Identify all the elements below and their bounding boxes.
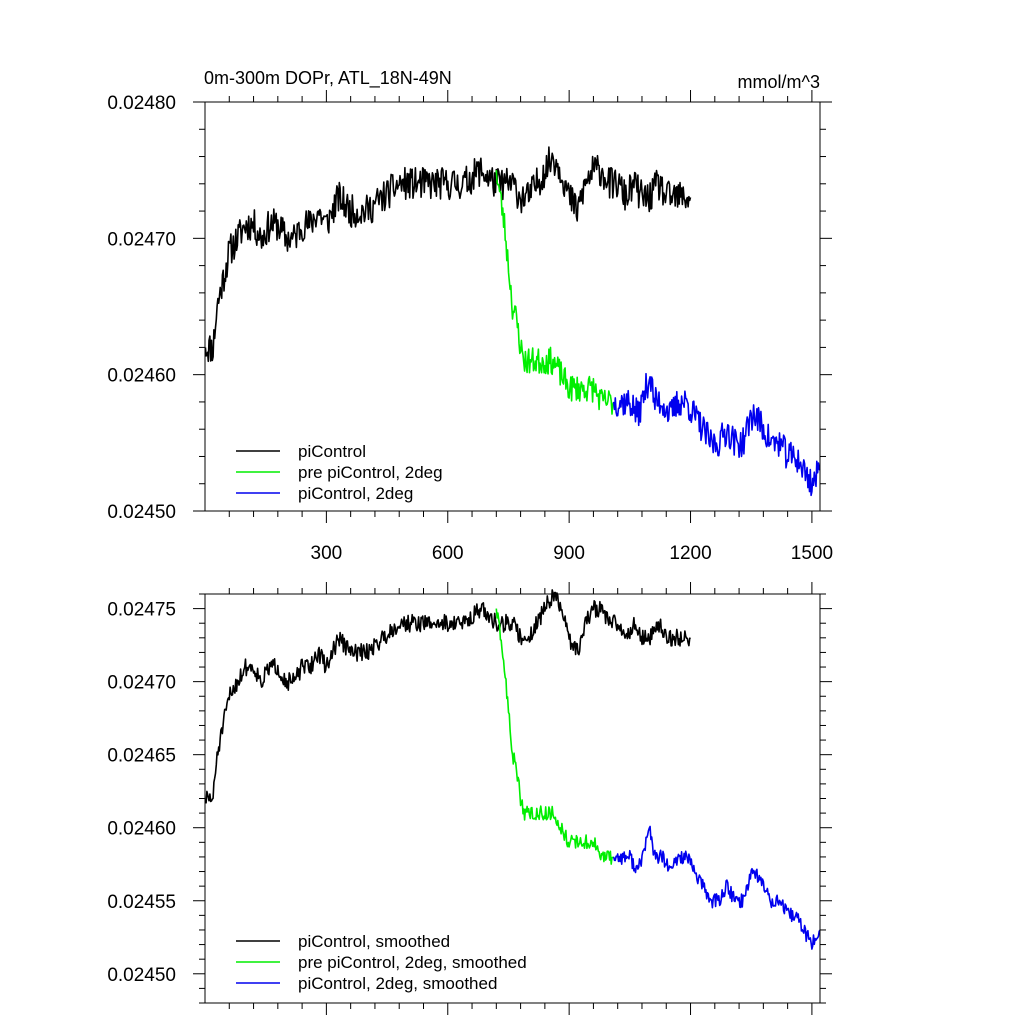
legend-label: piControl, 2deg	[298, 484, 413, 503]
y-tick-label: 0.02470	[107, 673, 176, 694]
legend-label: piControl	[298, 442, 366, 461]
y-tick-label: 0.02455	[107, 892, 176, 913]
units-label: mmol/m^3	[738, 72, 820, 92]
series-line-2	[612, 825, 821, 950]
y-tick-label: 0.02470	[107, 229, 176, 250]
y-tick-label: 0.02460	[107, 819, 176, 840]
legend-label: piControl, 2deg, smoothed	[298, 974, 497, 993]
x-tick-label: 300	[311, 543, 343, 564]
bottom-panel: 0.02450 0.02455 0.02460 0.02465 0.02470 0.024…	[107, 582, 832, 1015]
y-tick-label: 0.02460	[107, 366, 176, 387]
x-tick-label: 1500	[791, 543, 833, 564]
x-tick-label: 900	[553, 543, 585, 564]
plot-frame	[204, 101, 821, 512]
chart-title: 0m-300m DOPr, ATL_18N-49N	[204, 68, 452, 89]
y-tick-label: 0.02475	[107, 600, 176, 621]
y-tick-label: 0.02465	[107, 746, 176, 767]
top-panel: 300 600 900 1200 1500 0.02450 0.02460 0.02470 0.…	[107, 90, 833, 564]
series-line-1	[495, 170, 615, 415]
y-tick-label: 0.02450	[107, 502, 176, 523]
y-tick-label: 0.02450	[107, 965, 176, 986]
series-line-1	[495, 608, 615, 865]
series-line-2	[612, 372, 821, 497]
series-line-0	[204, 589, 691, 804]
legend-label: piControl, smoothed	[298, 932, 450, 951]
legend-label: pre piControl, 2deg	[298, 463, 443, 482]
series-line-0	[204, 146, 692, 363]
legend-label: pre piControl, 2deg, smoothed	[298, 953, 527, 972]
x-tick-label: 600	[432, 543, 464, 564]
x-tick-label: 1200	[669, 543, 711, 564]
y-tick-label: 0.02480	[107, 93, 176, 114]
